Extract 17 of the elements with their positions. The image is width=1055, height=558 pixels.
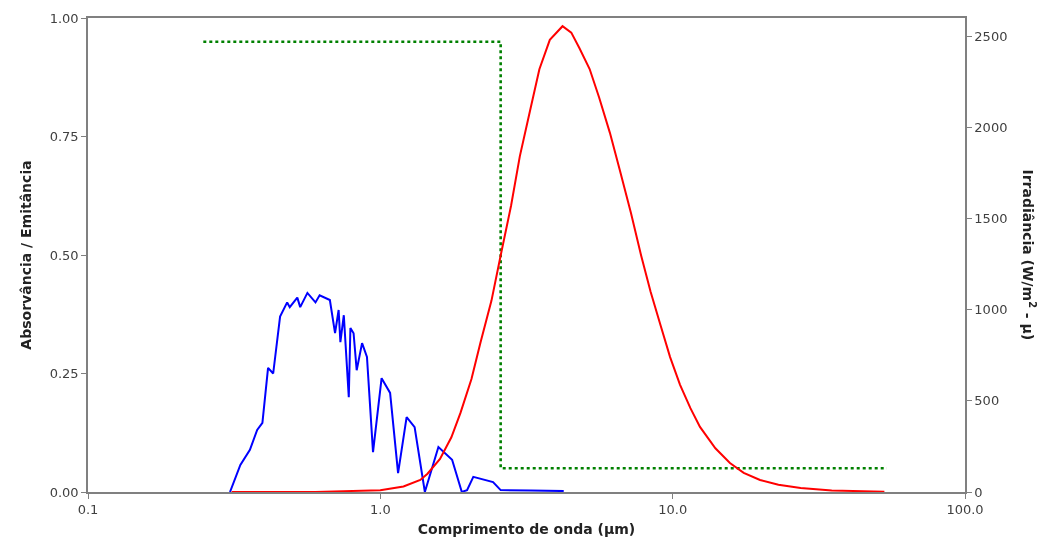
y-tick-label: 0.50: [49, 247, 79, 263]
y2-tick-label: 1000: [974, 302, 1008, 318]
y-tick-label: 0.25: [49, 366, 79, 382]
y-tick-label: 0.75: [49, 129, 79, 145]
x-axis-title: Comprimento de onda (µm): [417, 521, 636, 538]
y2-tick-label: 0: [974, 484, 983, 500]
y2-tick-label: 1500: [974, 211, 1008, 227]
x-tick-label: 1.0: [369, 502, 391, 518]
y-tick-label: 0.00: [49, 484, 79, 500]
y-tick-label: 1.00: [49, 10, 79, 26]
y-axis-title: Absorvância / Emitância: [17, 160, 34, 350]
y2-tick-label: 2500: [974, 28, 1008, 44]
y2-tick-label: 2000: [974, 119, 1008, 135]
y2-tick-label: 500: [974, 393, 1000, 409]
x-tick-label: 0.1: [77, 502, 99, 518]
x-tick-label: 100.0: [946, 502, 984, 518]
x-tick-label: 10.0: [658, 502, 688, 518]
